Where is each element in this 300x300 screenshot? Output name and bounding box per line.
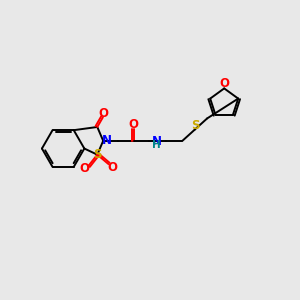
Text: N: N: [152, 135, 161, 148]
Text: H: H: [152, 140, 161, 150]
Text: S: S: [191, 119, 199, 132]
Text: O: O: [108, 160, 118, 173]
Text: N: N: [102, 134, 112, 147]
Text: O: O: [129, 118, 139, 131]
Text: O: O: [98, 107, 108, 120]
Text: S: S: [93, 148, 102, 161]
Text: O: O: [220, 77, 230, 90]
Text: O: O: [80, 162, 90, 175]
